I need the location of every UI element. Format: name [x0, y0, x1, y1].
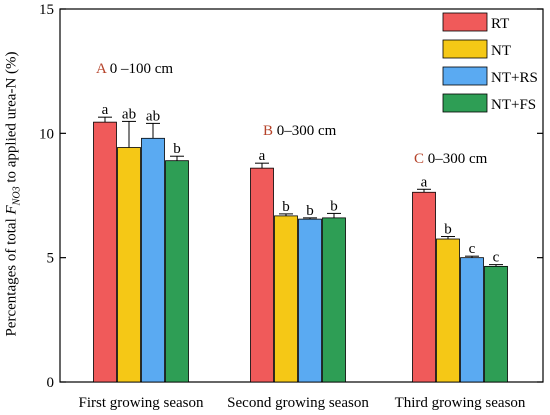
x-category-label: Third growing season: [395, 395, 526, 411]
significance-letter: ab: [122, 106, 136, 122]
bar: [412, 191, 436, 383]
group-depth-label: C 0–300 cm: [414, 151, 488, 167]
bar: [141, 137, 165, 383]
bar: [436, 238, 460, 383]
legend-label: NT: [491, 43, 511, 59]
legend-swatch: [442, 12, 488, 32]
y-axis-label-prefix: Percentages of total: [3, 214, 20, 337]
bar: [322, 217, 346, 383]
group-depth-label: B 0–300 cm: [263, 123, 337, 139]
bar: [93, 121, 117, 383]
legend-label: NT+RS: [491, 70, 538, 86]
y-tick-label: 0: [47, 375, 55, 391]
significance-letter: b: [444, 222, 452, 238]
bar: [274, 215, 298, 383]
bar: [484, 265, 508, 383]
legend-swatch: [442, 66, 488, 86]
significance-letter: ab: [146, 108, 160, 124]
significance-letter: b: [282, 199, 290, 215]
significance-letter: b: [173, 141, 181, 157]
legend-swatch: [442, 93, 488, 113]
y-axis-label-sub: NO3: [11, 186, 23, 206]
group-depth-label: A 0 –100 cm: [96, 61, 173, 77]
legend-swatch: [442, 39, 488, 59]
legend-label: NT+FS: [491, 97, 536, 113]
significance-letter: a: [421, 174, 428, 190]
y-tick-label: 10: [39, 126, 54, 142]
y-axis-label-suffix: to applied urea-N (%): [3, 51, 20, 187]
bar: [165, 160, 189, 383]
x-category-label: Second growing season: [227, 395, 369, 411]
bar: [460, 257, 484, 383]
significance-letter: b: [330, 198, 338, 214]
significance-letter: c: [493, 250, 500, 266]
significance-letter: c: [469, 241, 476, 257]
bar: [117, 147, 141, 383]
y-axis-label-var: F: [3, 205, 20, 215]
significance-letter: a: [259, 148, 266, 164]
y-tick-label: 5: [47, 251, 55, 267]
legend-label: RT: [491, 16, 509, 32]
significance-letter: b: [306, 203, 314, 219]
y-tick-label: 15: [39, 2, 54, 18]
y-axis-label: Percentages of total FNO3 to applied ure…: [4, 51, 23, 336]
significance-letter: a: [102, 102, 109, 118]
bar: [250, 167, 274, 383]
x-category-label: First growing season: [79, 395, 204, 411]
bar: [298, 218, 322, 383]
y-axis-label-container: Percentages of total FNO3 to applied ure…: [3, 8, 23, 380]
